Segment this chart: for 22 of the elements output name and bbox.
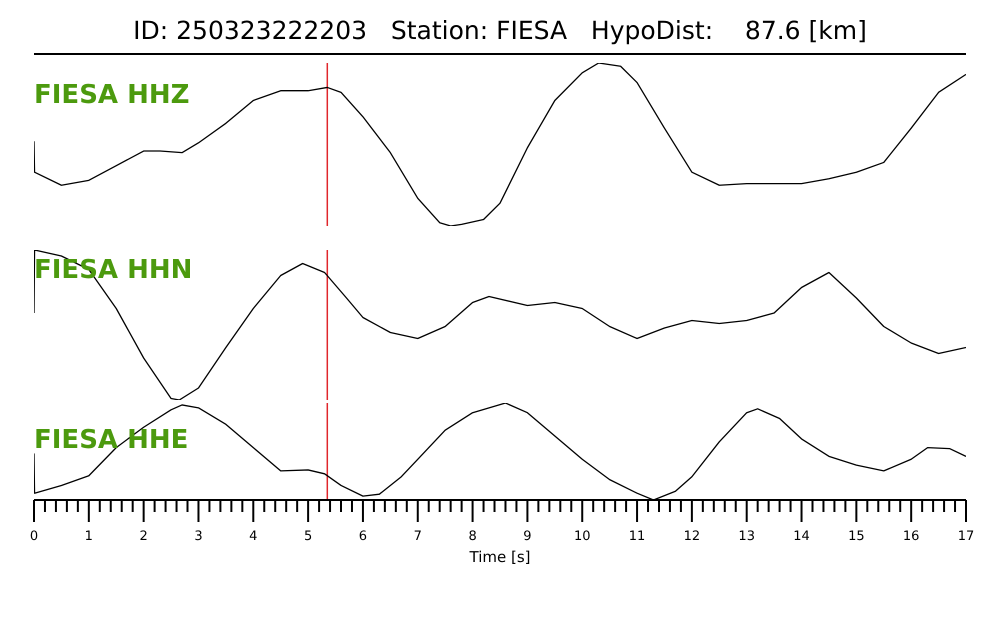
x-tick-label: 6 — [358, 529, 368, 544]
x-tick-label: 11 — [628, 529, 646, 544]
x-axis-title: Time [s] — [468, 548, 530, 566]
x-tick-label: 13 — [738, 529, 755, 544]
series-label: FIESA HHZ — [34, 80, 190, 110]
series-label: FIESA HHE — [34, 425, 188, 455]
x-tick-label: 9 — [523, 529, 532, 544]
x-tick-label: 5 — [304, 529, 312, 544]
x-tick-label: 16 — [902, 529, 920, 544]
x-tick-label: 3 — [194, 529, 203, 544]
chart-title: ID: 250323222203 Station: FIESA HypoDist: 87.6 [km] — [132, 16, 868, 45]
x-tick-label: 7 — [414, 529, 422, 544]
x-tick-label: 17 — [958, 529, 974, 544]
x-tick-label: 14 — [793, 529, 810, 544]
x-tick-label: 10 — [574, 529, 591, 544]
x-tick-label: 0 — [30, 529, 38, 544]
x-tick-label: 1 — [84, 529, 93, 544]
x-tick-label: 2 — [140, 529, 148, 544]
x-tick-label: 8 — [468, 529, 477, 544]
x-tick-label: 4 — [249, 529, 258, 544]
x-tick-label: 15 — [848, 529, 865, 544]
x-tick-label: 12 — [684, 529, 700, 544]
